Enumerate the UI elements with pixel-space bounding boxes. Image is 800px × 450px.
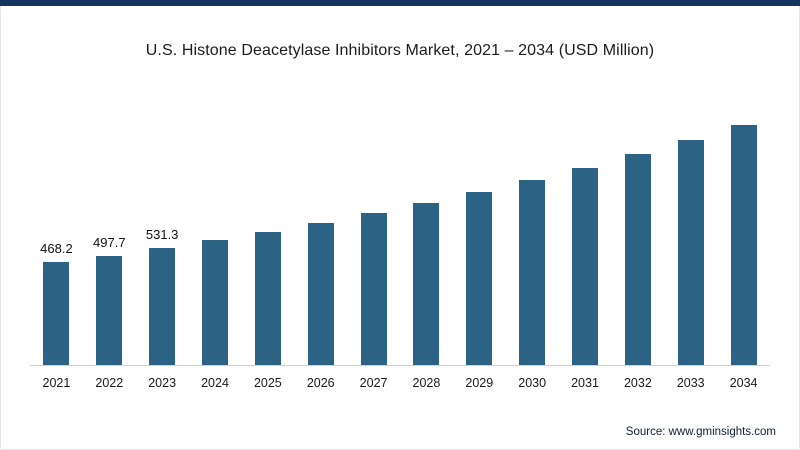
x-axis-label: 2022 [95, 376, 124, 390]
source-text: Source: www.gminsights.com [625, 426, 776, 438]
plot-area: 468.2 497.7 531.3 [30, 90, 770, 366]
x-axis-label: 2028 [412, 376, 441, 390]
x-axis-label: 2030 [518, 376, 547, 390]
bar-column [294, 90, 347, 365]
bar-value-label: 531.3 [145, 227, 179, 242]
bar [202, 240, 228, 365]
bar [254, 232, 281, 365]
bar [624, 154, 651, 365]
bar-column [400, 90, 453, 365]
bar-column [347, 90, 400, 365]
bar-column [506, 90, 559, 365]
bar-column [241, 90, 294, 365]
x-axis-label: 2034 [729, 376, 758, 390]
bar-column [611, 90, 664, 365]
x-axis-label: 2033 [676, 376, 705, 390]
bar-column: 531.3 [136, 90, 189, 365]
x-axis-label: 2024 [201, 376, 229, 390]
bar-column [453, 90, 506, 365]
x-axis: 2021 2022 2023 2024 2025 2026 2027 2028 2029 2030… [30, 366, 770, 390]
bar-column [559, 90, 612, 365]
x-axis-label: 2029 [465, 376, 494, 390]
chart-title: U.S. Histone Deacetylase Inhibitors Mark… [145, 42, 655, 59]
bar-column: 468.2 [30, 90, 83, 365]
bar [730, 125, 757, 365]
bar [96, 256, 123, 365]
bar-column [189, 90, 242, 365]
bar-column [717, 90, 770, 365]
bar [149, 248, 176, 365]
x-axis-label: 2026 [306, 376, 335, 390]
x-axis-label: 2021 [42, 376, 71, 390]
top-accent-strip [0, 0, 800, 6]
x-axis-label: 2023 [148, 376, 177, 390]
bar-column: 497.7 [83, 90, 136, 365]
bar [43, 262, 70, 365]
x-axis-label: 2031 [571, 376, 599, 390]
bar [466, 192, 493, 365]
x-axis-label: 2027 [359, 376, 388, 390]
bar [572, 168, 599, 365]
bar-value-label: 497.7 [93, 235, 126, 250]
bar-value-label: 468.2 [40, 241, 73, 256]
bar [519, 180, 546, 365]
bar [307, 223, 334, 365]
x-axis-label: 2025 [253, 376, 282, 390]
x-axis-label: 2032 [623, 376, 652, 390]
bar-column [664, 90, 717, 365]
bar [413, 203, 440, 365]
bar [360, 213, 387, 365]
bar [677, 140, 704, 365]
